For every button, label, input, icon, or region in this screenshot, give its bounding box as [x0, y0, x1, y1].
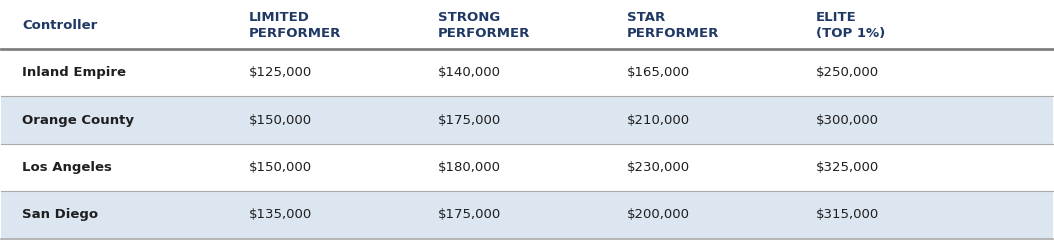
Text: $150,000: $150,000: [249, 114, 312, 126]
Text: $175,000: $175,000: [437, 114, 501, 126]
Text: $300,000: $300,000: [816, 114, 879, 126]
Text: Controller: Controller: [22, 19, 98, 32]
Text: $140,000: $140,000: [437, 66, 501, 79]
Text: $200,000: $200,000: [627, 208, 690, 221]
Text: $230,000: $230,000: [627, 161, 690, 174]
Text: Inland Empire: Inland Empire: [22, 66, 126, 79]
Text: $325,000: $325,000: [816, 161, 879, 174]
Text: $175,000: $175,000: [437, 208, 501, 221]
Text: STRONG
PERFORMER: STRONG PERFORMER: [437, 11, 530, 40]
Text: $135,000: $135,000: [249, 208, 312, 221]
Text: San Diego: San Diego: [22, 208, 98, 221]
Text: STAR
PERFORMER: STAR PERFORMER: [627, 11, 719, 40]
Text: $150,000: $150,000: [249, 161, 312, 174]
FancyBboxPatch shape: [1, 49, 1053, 96]
Text: $180,000: $180,000: [437, 161, 501, 174]
Text: $165,000: $165,000: [627, 66, 690, 79]
Text: $125,000: $125,000: [249, 66, 312, 79]
Text: $250,000: $250,000: [816, 66, 879, 79]
Text: LIMITED
PERFORMER: LIMITED PERFORMER: [249, 11, 340, 40]
FancyBboxPatch shape: [1, 1, 1053, 49]
FancyBboxPatch shape: [1, 144, 1053, 191]
Text: $210,000: $210,000: [627, 114, 690, 126]
FancyBboxPatch shape: [1, 191, 1053, 239]
Text: ELITE
(TOP 1%): ELITE (TOP 1%): [816, 11, 885, 40]
Text: $315,000: $315,000: [816, 208, 879, 221]
FancyBboxPatch shape: [1, 96, 1053, 144]
Text: Los Angeles: Los Angeles: [22, 161, 113, 174]
Text: Orange County: Orange County: [22, 114, 135, 126]
